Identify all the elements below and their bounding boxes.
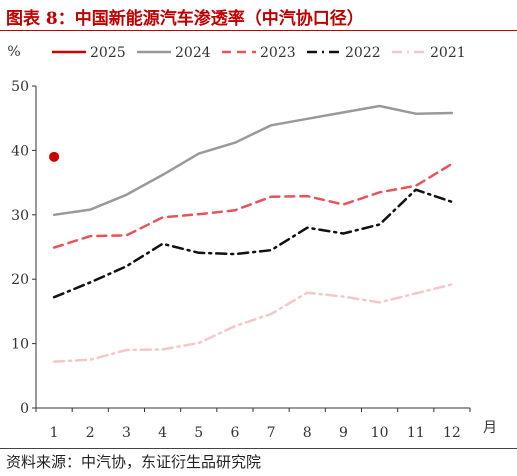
- legend-label-2023: 2023: [260, 45, 296, 61]
- source-note: 资料来源：中汽协，东证衍生品研究院: [6, 453, 262, 471]
- legend-label-2022: 2022: [345, 45, 381, 61]
- x-tick-label: 5: [194, 425, 203, 441]
- x-tick-label: 10: [371, 425, 389, 441]
- series-line-2022: [52, 188, 454, 299]
- x-tick-label: 11: [407, 425, 425, 441]
- x-tick-label: 2: [86, 425, 95, 441]
- x-tick-label: 3: [122, 425, 131, 441]
- source-divider: [0, 448, 517, 449]
- y-tick-label: 20: [11, 272, 29, 288]
- legend-label-2024: 2024: [175, 45, 211, 61]
- y-tick-label: 10: [11, 337, 29, 353]
- legend-label-2021: 2021: [430, 45, 466, 61]
- series-line-2023: [52, 162, 454, 249]
- y-tick-label: 0: [20, 401, 29, 417]
- x-tick-label: 12: [443, 425, 461, 441]
- series-line-2024: [52, 104, 454, 217]
- x-tick-label: 6: [230, 425, 239, 441]
- chart-series: [49, 104, 454, 363]
- x-tick-label: 8: [303, 425, 312, 441]
- legend-label-2025: 2025: [90, 45, 126, 61]
- x-tick-label: 1: [50, 425, 59, 441]
- data-point-2025: [49, 151, 60, 162]
- y-tick-label: 40: [11, 143, 29, 159]
- title-divider: [0, 30, 517, 31]
- series-line-2021: [52, 283, 454, 363]
- y-axis-label: %: [7, 44, 20, 60]
- chart-title: 图表 8：中国新能源汽车渗透率（中汽协口径）: [6, 9, 364, 29]
- x-tick-label: 9: [339, 425, 348, 441]
- x-axis-label: 月: [483, 420, 497, 436]
- y-tick-label: 50: [11, 79, 29, 95]
- x-tick-label: 4: [158, 425, 167, 441]
- y-tick-label: 30: [11, 208, 29, 224]
- chart-legend: 2025 2024 2023 2022 2021: [52, 45, 466, 61]
- x-tick-label: 7: [267, 425, 276, 441]
